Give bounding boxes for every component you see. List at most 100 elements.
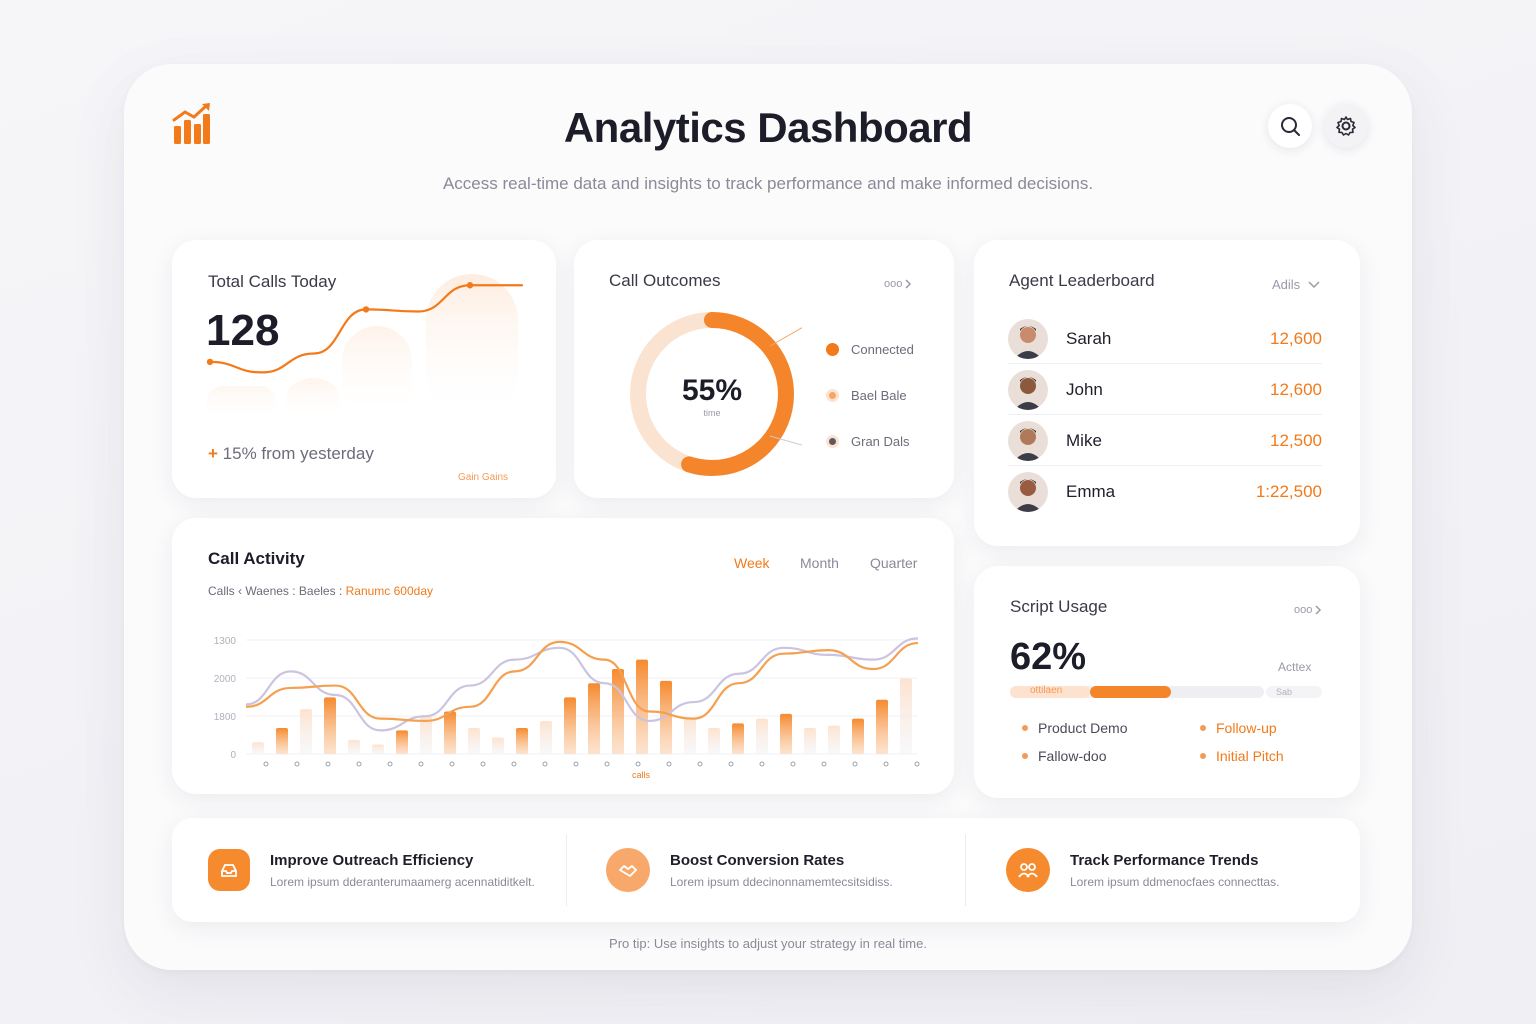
progress-bar-label: ottilaen <box>1030 685 1063 696</box>
page-subtitle: Access real-time data and insights to tr… <box>442 174 1094 193</box>
leaderboard-row[interactable]: Sarah 12,600 <box>1008 314 1322 364</box>
inbox-tray-icon <box>208 849 250 891</box>
leaderboard-row[interactable]: John 12,600 <box>1008 365 1322 415</box>
activity-bar <box>876 699 888 754</box>
usage-progress-lead <box>1010 686 1090 698</box>
chevron-down-icon <box>1308 280 1320 288</box>
activity-bar <box>804 728 816 754</box>
sparkline-chart <box>206 274 524 420</box>
legend-dot <box>1022 725 1028 731</box>
avatar <box>1008 472 1048 512</box>
x-tick <box>852 761 858 767</box>
gear-icon <box>1336 116 1356 136</box>
tip-description: Lorem ipsum ddecinonnamemtecsitsidiss. <box>670 874 893 889</box>
legend-dot <box>1200 753 1206 759</box>
activity-bar <box>780 713 792 754</box>
activity-bar <box>900 678 912 754</box>
agent-score: 12,500 <box>1270 430 1322 450</box>
activity-bar <box>516 728 528 754</box>
progress-end-label: Sab <box>1266 686 1322 698</box>
activity-bar <box>420 716 432 754</box>
settings-button[interactable] <box>1324 104 1368 148</box>
agent-name: Emma <box>1066 482 1116 501</box>
legend-label: Initial Pitch <box>1216 748 1284 764</box>
x-tick <box>821 761 827 767</box>
x-tick <box>914 761 920 767</box>
tip-title: Improve Outreach Efficiency <box>270 851 474 869</box>
tip-item[interactable]: Boost Conversion Rates Lorem ipsum ddecin… <box>606 818 893 922</box>
avatar <box>1008 420 1048 461</box>
chevron-right-icon <box>905 279 912 289</box>
activity-bar <box>684 718 696 754</box>
total-calls-value: 128 <box>206 306 280 355</box>
divider <box>965 834 966 906</box>
activity-bar <box>708 728 720 754</box>
tab-month[interactable]: Month <box>800 555 839 571</box>
activity-bar <box>828 725 840 754</box>
tips-strip: Improve Outreach Efficiency Lorem ipsum d… <box>172 818 1360 922</box>
tip-description: Lorem ipsum ddmenocfaes connecttas. <box>1070 874 1280 889</box>
legend-dot <box>1022 753 1028 759</box>
agent-score: 12,600 <box>1270 328 1322 348</box>
activity-bar <box>468 728 480 754</box>
y-tick-label: 0 <box>230 750 236 761</box>
activity-bar <box>612 669 624 754</box>
activity-bar <box>444 711 456 754</box>
more-button[interactable]: ooo <box>884 278 912 290</box>
sparkline-point <box>206 358 214 366</box>
tip-description: Lorem ipsum dderanterumaamerg acennatidi… <box>270 874 535 889</box>
activity-bar <box>564 697 576 754</box>
card-title: Call Activity <box>208 549 305 568</box>
total-calls-card: Total Calls Today 128 + 15% from yesterd… <box>172 240 556 498</box>
tab-quarter[interactable]: Quarter <box>870 555 918 571</box>
usage-legend-item: Fallow-doo <box>1022 748 1106 764</box>
legend-dot <box>826 389 839 402</box>
chevron-right-icon <box>1315 605 1322 615</box>
legend-label: Gran Dals <box>851 434 910 449</box>
more-button[interactable]: ooo <box>1294 604 1322 616</box>
outcomes-donut <box>630 312 802 476</box>
x-tick <box>387 761 393 767</box>
activity-bar <box>660 680 672 754</box>
call-activity-chart: 1300 2000 1800 0 <box>214 636 920 767</box>
search-button[interactable] <box>1268 104 1312 148</box>
handshake-icon <box>606 848 650 892</box>
outcome-legend-item: Connected <box>826 342 914 357</box>
tip-item[interactable]: Track Performance Trends Lorem ipsum ddme… <box>1006 818 1279 922</box>
activity-bar <box>588 683 600 754</box>
filter-label: Adils <box>1272 277 1301 292</box>
legend-label: Bael Bale <box>851 388 907 403</box>
usage-legend-item: Follow-up <box>1200 720 1277 736</box>
subtitle-accent: Ranumc 600day <box>345 584 433 598</box>
activity-bar <box>396 730 408 754</box>
activity-bar <box>540 720 552 754</box>
x-tick <box>790 761 796 767</box>
agent-name: John <box>1066 379 1103 399</box>
tab-week[interactable]: Week <box>734 555 770 571</box>
y-tick-label: 2000 <box>214 674 237 685</box>
legend-label: Fallow-doo <box>1038 748 1107 764</box>
avatar <box>1008 369 1048 410</box>
sparkline-point <box>466 282 474 289</box>
leaderboard-row[interactable]: Emma 1:22,500 <box>1008 467 1322 517</box>
x-tick <box>325 761 331 767</box>
activity-bar <box>492 737 504 754</box>
pro-tip: Pro tip: Use insights to adjust your str… <box>609 936 927 951</box>
x-tick <box>480 761 486 767</box>
leaderboard-row[interactable]: Mike 12,500 <box>1008 416 1322 466</box>
agent-score: 12,600 <box>1270 379 1322 399</box>
leaderboard-filter[interactable]: Adils <box>1272 277 1320 292</box>
search-icon <box>1281 117 1300 136</box>
tip-text: Boost Conversion Rates Lorem ipsum ddecin… <box>670 852 893 889</box>
divider <box>566 834 567 906</box>
usage-progress-fill <box>1090 686 1171 698</box>
x-tick <box>294 761 300 767</box>
y-tick-label: 1800 <box>214 712 237 723</box>
card-footnote: Gain Gains <box>458 472 509 483</box>
tip-item[interactable]: Improve Outreach Efficiency Lorem ipsum d… <box>208 818 535 922</box>
activity-bar <box>372 744 384 754</box>
legend-label: Follow-up <box>1216 720 1277 736</box>
script-side-label: Acttex <box>1278 660 1312 674</box>
script-usage-card: Script Usage ooo 62% Acttex ottilaen Sab… <box>974 566 1360 798</box>
activity-bar <box>852 718 864 754</box>
